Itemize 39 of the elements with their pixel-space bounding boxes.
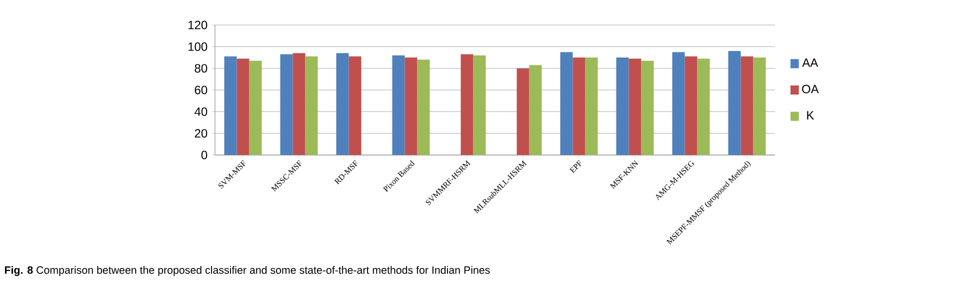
bar xyxy=(236,58,250,155)
bar xyxy=(280,54,293,155)
bar xyxy=(697,58,710,155)
bar xyxy=(572,57,586,155)
bar xyxy=(740,56,754,155)
bar xyxy=(224,56,237,155)
y-tick-label: 40 xyxy=(194,107,208,116)
bar xyxy=(753,57,766,155)
bar xyxy=(417,60,430,155)
bar xyxy=(336,53,349,155)
bar xyxy=(249,60,262,155)
legend-label: AA xyxy=(802,58,818,67)
text: Fig. 8 Comparison between the proposed classifier and some state-of-the-art methods for Indian Pines xyxy=(4,266,490,276)
bar xyxy=(616,57,629,155)
bar xyxy=(529,65,542,155)
bar xyxy=(516,68,530,155)
bar xyxy=(348,56,362,155)
bar xyxy=(641,60,654,155)
bar xyxy=(672,52,685,155)
y-tick-label: 120 xyxy=(188,20,208,30)
bar xyxy=(473,55,486,155)
bar xyxy=(585,57,598,155)
legend-label: OA xyxy=(802,84,819,94)
y-tick-label: 60 xyxy=(194,86,208,94)
bar xyxy=(460,54,474,155)
bar xyxy=(560,52,573,155)
bar xyxy=(728,51,741,155)
legend-label: K xyxy=(807,111,814,120)
bar xyxy=(292,53,306,155)
y-tick-label: 0 xyxy=(201,150,208,160)
bar xyxy=(684,56,698,155)
bar xyxy=(628,58,642,155)
y-tick-label: 80 xyxy=(194,64,208,73)
x-tick-label: EPF xyxy=(569,160,582,174)
bar xyxy=(305,56,318,155)
bar xyxy=(392,55,405,155)
y-tick-label: 20 xyxy=(194,129,208,138)
y-tick-label: 100 xyxy=(188,42,208,51)
bar xyxy=(404,57,418,155)
